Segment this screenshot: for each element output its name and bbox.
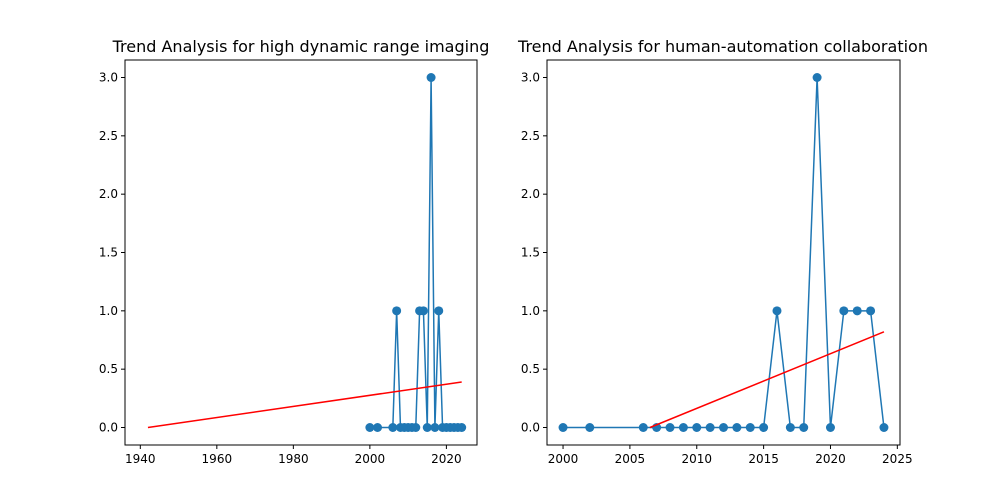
data-point: [732, 423, 742, 432]
x-tick-label: 2015: [748, 452, 779, 466]
y-tick-label: 1.0: [521, 304, 540, 318]
data-point: [411, 423, 421, 432]
data-point: [388, 423, 398, 432]
axes-frame: [546, 59, 901, 446]
y-tick-label: 0.0: [521, 421, 540, 435]
axes-frame: [124, 59, 478, 446]
data-point: [585, 423, 595, 432]
data-point: [392, 306, 402, 316]
y-tick-label: 2.0: [99, 187, 118, 201]
data-point: [825, 423, 835, 432]
data-point: [665, 423, 675, 432]
y-tick-label: 2.5: [99, 129, 118, 143]
y-tick-label: 0.5: [99, 362, 118, 376]
data-point: [719, 423, 728, 432]
trend-line: [649, 331, 885, 429]
y-tick-label: 1.0: [99, 304, 118, 318]
y-tick-label: 1.5: [521, 246, 540, 260]
data-point: [852, 306, 862, 316]
data-point: [434, 306, 444, 316]
x-tick-label: 1960: [202, 452, 233, 466]
x-tick-label: 1940: [125, 452, 156, 466]
chart-high-dynamic-range-imaging: Trend Analysis for high dynamic range im…: [99, 37, 489, 466]
data-point: [692, 423, 702, 432]
x-tick-label: 2020: [431, 452, 462, 466]
data-point: [426, 73, 436, 82]
data-point: [785, 423, 795, 432]
x-tick-label: 2020: [815, 452, 846, 466]
x-tick-label: 2000: [355, 452, 386, 466]
y-tick-label: 2.0: [521, 187, 540, 201]
data-point: [772, 306, 782, 316]
y-tick-label: 1.5: [99, 246, 118, 260]
x-tick-label: 2000: [548, 452, 579, 466]
trend-line: [147, 381, 462, 429]
data-point: [812, 73, 822, 82]
data-point: [678, 423, 688, 432]
data-point: [879, 423, 889, 432]
data-point: [866, 306, 876, 316]
data-point: [373, 423, 383, 432]
x-tick-label: 2005: [615, 452, 646, 466]
data-point: [430, 423, 440, 432]
data-point: [705, 423, 715, 432]
data-point: [745, 423, 755, 432]
data-point: [418, 306, 428, 316]
data-point: [422, 423, 432, 432]
x-tick-label: 2025: [882, 452, 913, 466]
y-tick-label: 0.0: [99, 421, 118, 435]
data-point: [457, 423, 467, 432]
data-point: [638, 423, 648, 432]
data-point: [799, 423, 809, 432]
data-point: [365, 423, 375, 432]
x-tick-label: 2010: [681, 452, 712, 466]
chart-human-automation-collaboration: Trend Analysis for human-automation coll…: [517, 37, 928, 466]
y-tick-label: 3.0: [521, 71, 540, 85]
y-tick-label: 2.5: [521, 129, 540, 143]
x-tick-label: 1980: [278, 452, 309, 466]
chart-title: Trend Analysis for human-automation coll…: [517, 37, 928, 56]
y-tick-label: 3.0: [99, 71, 118, 85]
chart-title: Trend Analysis for high dynamic range im…: [112, 37, 490, 56]
data-point: [839, 306, 849, 316]
y-tick-label: 0.5: [521, 362, 540, 376]
data-point: [759, 423, 769, 432]
data-point: [558, 423, 568, 432]
